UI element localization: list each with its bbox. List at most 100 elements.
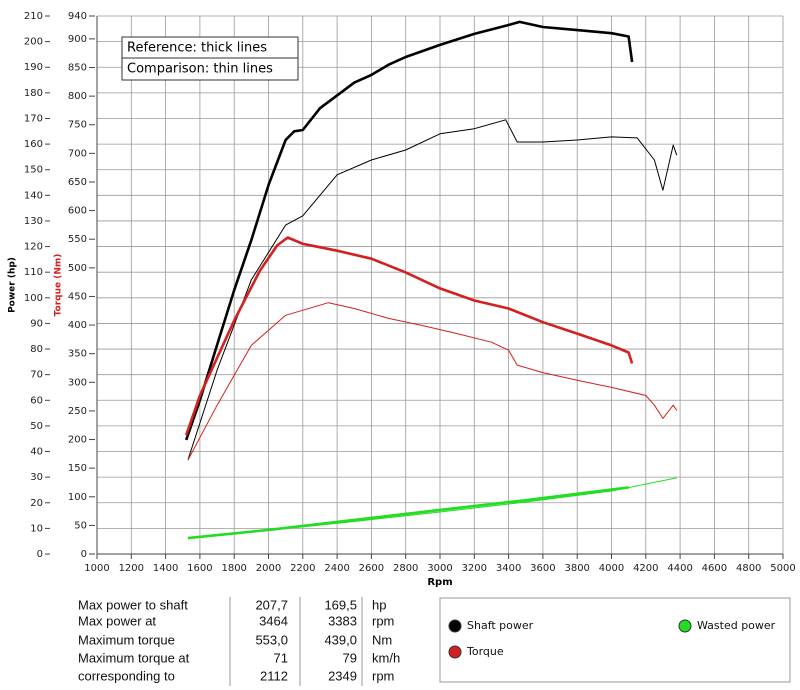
annotation-box — [121, 57, 299, 81]
x-tick-label: 2400 — [324, 563, 349, 574]
reference-line — [187, 486, 629, 540]
y-tick-label: 90 — [30, 318, 43, 329]
y2-tick-label: 300 — [68, 377, 87, 388]
comparison-line — [187, 477, 677, 539]
legend-box — [439, 597, 791, 683]
x-tick-label: 4400 — [667, 563, 692, 574]
reference-line — [184, 236, 634, 436]
y2-tick-label: 900 — [68, 34, 87, 45]
y-tick-label: 180 — [24, 88, 43, 99]
y2-tick-label: 150 — [68, 463, 87, 474]
table-label: Max power to shaft — [78, 597, 188, 612]
comparison-line — [187, 119, 678, 461]
table-reference: 71 — [274, 650, 288, 665]
table-label: corresponding to — [78, 668, 175, 683]
y-tick-label: 50 — [30, 421, 43, 432]
table-unit: km/h — [372, 650, 400, 665]
x-tick-label: 4600 — [702, 563, 727, 574]
grid — [96, 15, 784, 555]
y-tick-label: 150 — [24, 165, 43, 176]
y-tick-label: 210 — [24, 11, 43, 22]
x-tick-label: 5000 — [770, 563, 795, 574]
legend-label: Shaft power — [467, 619, 534, 632]
y-tick-label: 40 — [30, 447, 43, 458]
annotation: Reference: thick lines — [127, 41, 267, 56]
y-tick-label: 160 — [24, 139, 43, 150]
x-tick-label: 1600 — [187, 563, 212, 574]
table-label: Maximum torque — [78, 632, 175, 647]
x-tick-label: 2800 — [393, 563, 418, 574]
y2-tick-label: 450 — [68, 291, 87, 302]
y-tick-label: 100 — [24, 293, 43, 304]
y-tick-label: 30 — [30, 472, 43, 483]
x-tick-label: 1400 — [153, 563, 178, 574]
table-comparison: 169,5 — [324, 597, 357, 612]
x-tick-label: 2000 — [256, 563, 281, 574]
legend-marker — [448, 645, 462, 659]
y-tick-label: 170 — [24, 113, 43, 124]
y2-axis-title: Torque (Nm) — [54, 254, 64, 317]
table-comparison: 3383 — [328, 613, 357, 628]
y2-tick-label: 350 — [68, 349, 87, 360]
y2-tick-label: 700 — [68, 148, 87, 159]
y2-tick-label: 250 — [68, 406, 87, 417]
y-tick-label: 130 — [24, 216, 43, 227]
x-tick-label: 4000 — [599, 563, 624, 574]
x-axis-title: Rpm — [427, 577, 452, 588]
x-tick-label: 3800 — [564, 563, 589, 574]
x-tick-label: 1200 — [119, 563, 144, 574]
table-label: Maximum torque at — [78, 650, 190, 665]
y-tick-label: 60 — [30, 395, 43, 406]
table-comparison: 439,0 — [324, 632, 357, 647]
legend-marker — [448, 619, 462, 633]
table-unit: rpm — [372, 668, 394, 683]
x-tick-label: 2200 — [290, 563, 315, 574]
table-reference: 3464 — [259, 613, 288, 628]
y-tick-label: 70 — [30, 370, 43, 381]
y2-tick-label: 940 — [68, 11, 87, 22]
y-tick-label: 200 — [24, 37, 43, 48]
annotation: Comparison: thin lines — [127, 62, 273, 77]
x-tick-label: 1000 — [84, 563, 109, 574]
x-tick-label: 4800 — [736, 563, 761, 574]
y2-tick-label: 850 — [68, 63, 87, 74]
legend-label: Torque — [466, 645, 504, 658]
y2-tick-label: 550 — [68, 234, 87, 245]
y2-tick-label: 100 — [68, 492, 87, 503]
table-reference: 2112 — [260, 668, 288, 683]
table-reference: 553,0 — [255, 632, 288, 647]
y2-tick-label: 650 — [68, 177, 87, 188]
y-tick-label: 120 — [24, 242, 43, 253]
y2-tick-label: 400 — [68, 320, 87, 331]
y-tick-label: 190 — [24, 62, 43, 73]
y2-tick-label: 200 — [68, 435, 87, 446]
x-tick-label: 3400 — [496, 563, 521, 574]
y2-tick-label: 800 — [68, 91, 87, 102]
table-reference: 207,7 — [255, 597, 288, 612]
y2-tick-label: 500 — [68, 263, 87, 274]
x-tick-label: 3200 — [462, 563, 487, 574]
table-unit: Nm — [372, 632, 392, 647]
x-tick-label: 2600 — [359, 563, 384, 574]
y-tick-label: 140 — [24, 190, 43, 201]
table-unit: hp — [372, 597, 386, 612]
table-unit: rpm — [372, 613, 394, 628]
y2-tick-label: 50 — [74, 520, 87, 531]
x-tick-label: 1800 — [221, 563, 246, 574]
y2-tick-label: 0 — [81, 549, 87, 560]
table-comparison: 79 — [343, 650, 357, 665]
y2-tick-label: 750 — [68, 120, 87, 131]
reference-line — [184, 20, 634, 441]
x-tick-label: 3600 — [530, 563, 555, 574]
y-tick-label: 110 — [24, 267, 43, 278]
y-tick-label: 10 — [30, 523, 43, 534]
y-axis-title: Power (hp) — [8, 257, 18, 313]
table-label: Max power at — [78, 613, 156, 628]
legend-marker — [678, 619, 692, 633]
y-tick-label: 0 — [37, 549, 43, 560]
y-tick-label: 20 — [30, 498, 43, 509]
y2-tick-label: 600 — [68, 206, 87, 217]
comparison-line — [187, 302, 678, 461]
x-tick-label: 4200 — [633, 563, 658, 574]
